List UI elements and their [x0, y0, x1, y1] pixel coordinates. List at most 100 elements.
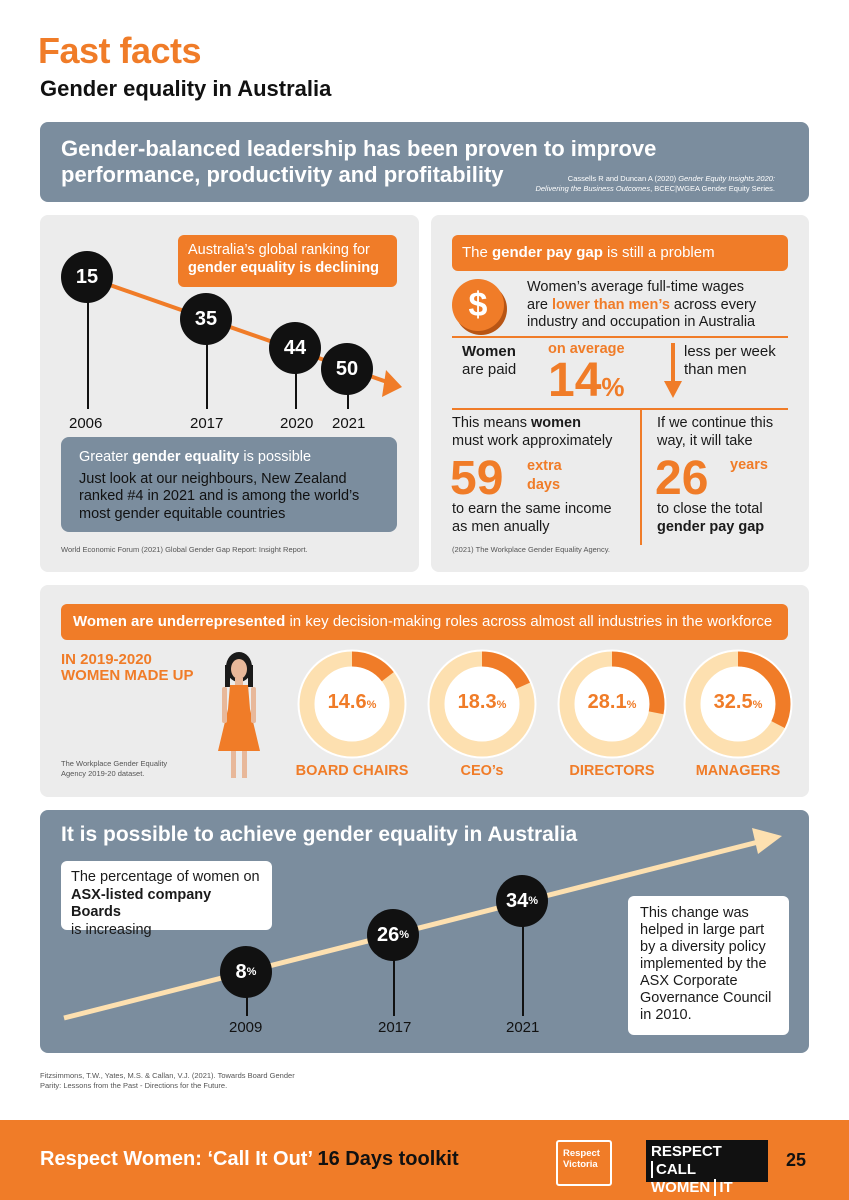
- ranking-callout-line2: gender equality is declining: [188, 260, 379, 276]
- percent-sign: %: [626, 699, 637, 711]
- asx-circle-2017: 26%: [367, 909, 419, 961]
- years-26: 26: [655, 452, 709, 505]
- earn-line2: as men anually: [452, 518, 550, 535]
- women-label: Women: [462, 343, 516, 360]
- respect-victoria-logo: Respect Victoria: [556, 1140, 612, 1186]
- value-text: 18.3: [457, 691, 497, 713]
- leadership-banner-text: Gender-balanced leadership has been prov…: [61, 136, 657, 187]
- timeline-stem: [206, 335, 208, 409]
- dollar-coin-icon: $: [452, 279, 504, 331]
- leadership-banner: Gender-balanced leadership has been prov…: [40, 122, 809, 202]
- rank-year-2020: 2020: [280, 415, 314, 432]
- logo2-respect: RESPECT: [651, 1143, 722, 1160]
- ranking-callout-line1: Australia’s global ranking for: [188, 242, 370, 258]
- possible-suffix: is possible: [239, 449, 312, 465]
- page-subtitle: Gender equality in Australia: [40, 76, 332, 101]
- call-it-out-logo: RESPECT CALL WOMEN IT OUT: [646, 1140, 768, 1200]
- value-text: 8: [235, 960, 247, 983]
- percent-value: 14: [548, 354, 602, 407]
- source-title-1: Gender Equity Insights 2020:: [678, 174, 775, 183]
- percent-sign: %: [399, 929, 410, 941]
- rank-circle-2020: 44: [269, 322, 321, 374]
- source-prefix: Cassells R and Duncan A (2020): [567, 174, 679, 183]
- close-line1: to close the total: [657, 501, 763, 517]
- possible-body: Just look at our neighbours, New Zealand…: [79, 470, 360, 522]
- continue-statement: If we continue this way, it will take: [657, 415, 773, 450]
- year-line1: IN 2019-2020: [61, 651, 152, 668]
- wages-line1: Women’s average full-time wages: [527, 279, 745, 295]
- earn-statement: to earn the same income as men anually: [452, 501, 612, 536]
- less-per-week-line1: less per week: [684, 343, 776, 360]
- diversity-policy-callout: This change was helped in large part by …: [628, 896, 789, 1035]
- donut-arc-3: [685, 651, 791, 757]
- footer-title-dark: 16 Days toolkit: [311, 1148, 459, 1170]
- underrepresented-source: The Workplace Gender Equality Agency 201…: [61, 759, 168, 778]
- pay-gap-suffix: is still a problem: [602, 244, 715, 261]
- new-zealand-callout: Greater gender equality is possible Just…: [61, 437, 397, 532]
- timeline-stem: [87, 295, 89, 409]
- percent-sign: %: [601, 372, 625, 402]
- timeline-stem: [295, 365, 297, 409]
- page-number: 25: [786, 1150, 807, 1170]
- achieve-panel: It is possible to achieve gender equalit…: [40, 810, 809, 1053]
- close-gap-statement: to close the total gender pay gap: [657, 501, 764, 536]
- logo2-women: WOMEN: [651, 1179, 711, 1196]
- wages-line2-orange: lower than men’s: [552, 296, 670, 313]
- footer-title-white: Respect Women: ‘Call It Out’: [40, 1148, 312, 1170]
- rank-circle-2021: 50: [321, 343, 373, 395]
- asx-line2: ASX-listed company Boards: [71, 886, 212, 921]
- timeline-stem: [246, 994, 248, 1016]
- footer: Respect Women: ‘Call It Out’ 16 Days too…: [0, 1120, 849, 1200]
- value-text: 28.1: [587, 691, 627, 713]
- value-text: 34: [505, 889, 529, 912]
- wages-line2-suffix: across every: [669, 296, 757, 313]
- achieve-source: Fitzsimmons, T.W., Yates, M.S. & Callan,…: [40, 1071, 295, 1090]
- donut-value-ceos: 18.3%: [432, 691, 532, 714]
- logo1-line2: Victoria: [563, 1159, 598, 1170]
- year-line2: WOMEN MADE UP: [61, 667, 194, 684]
- asx-line1: The percentage of women on: [71, 869, 260, 885]
- asx-line3: is increasing: [71, 921, 152, 938]
- underrepresented-heading: Women are underrepresented in key decisi…: [61, 604, 788, 640]
- means-line2: must work approximately: [452, 432, 613, 449]
- extra-days-label: extra days: [527, 457, 562, 495]
- ranking-source: World Economic Forum (2021) Global Gende…: [61, 545, 308, 554]
- label-ceos: CEO’s: [460, 763, 504, 779]
- timeline-stem: [393, 958, 395, 1016]
- logo2-it-out: IT OUT: [651, 1179, 733, 1200]
- days-59: 59: [450, 452, 504, 505]
- donut-arc-0: [299, 651, 405, 757]
- value-text: 32.5: [713, 691, 753, 713]
- pay-gap-panel: The gender pay gap is still a problem $ …: [431, 215, 809, 572]
- ranking-panel: Australia’s global ranking for gender eq…: [40, 215, 419, 572]
- women-made-up-label: IN 2019-2020 WOMEN MADE UP: [61, 652, 194, 684]
- pay-gap-heading: The gender pay gap is still a problem: [452, 235, 788, 271]
- asx-circle-2021: 34%: [496, 875, 548, 927]
- divider: [452, 336, 788, 338]
- label-managers: MANAGERS: [695, 763, 781, 779]
- achieve-title: It is possible to achieve gender equalit…: [61, 823, 578, 846]
- underrepresented-bold: Women are underrepresented: [73, 613, 286, 630]
- ranking-callout: Australia’s global ranking for gender eq…: [178, 235, 397, 287]
- on-average-label: on average: [548, 341, 625, 357]
- percent-14: 14%: [548, 353, 625, 408]
- value-text: 26: [376, 923, 400, 946]
- divider-vertical: [640, 408, 642, 545]
- asx-callout: The percentage of women on ASX-listed co…: [61, 861, 272, 938]
- asx-year-2021: 2021: [506, 1019, 540, 1036]
- asx-year-2009: 2009: [229, 1019, 263, 1036]
- underrepresented-suffix: in key decision-making roles across almo…: [285, 613, 773, 630]
- pay-gap-prefix: The: [462, 244, 493, 261]
- donut-arc-1: [429, 651, 535, 757]
- label-board-chairs: BOARD CHAIRS: [295, 763, 409, 779]
- are-paid-label: are paid: [462, 361, 517, 378]
- donut-arc-2: [559, 651, 665, 757]
- leadership-source: Cassells R and Duncan A (2020) Gender Eq…: [475, 174, 775, 194]
- woman-illustration-icon: [218, 652, 260, 778]
- women-paid: Women are paid: [462, 343, 516, 379]
- label-directors: DIRECTORS: [569, 763, 655, 779]
- continue-line1: If we continue this: [657, 415, 774, 431]
- means-prefix: This means: [452, 415, 531, 431]
- wages-statement: Women’s average full-time wages are lowe…: [527, 279, 797, 332]
- less-per-week-line2: than men: [684, 361, 747, 378]
